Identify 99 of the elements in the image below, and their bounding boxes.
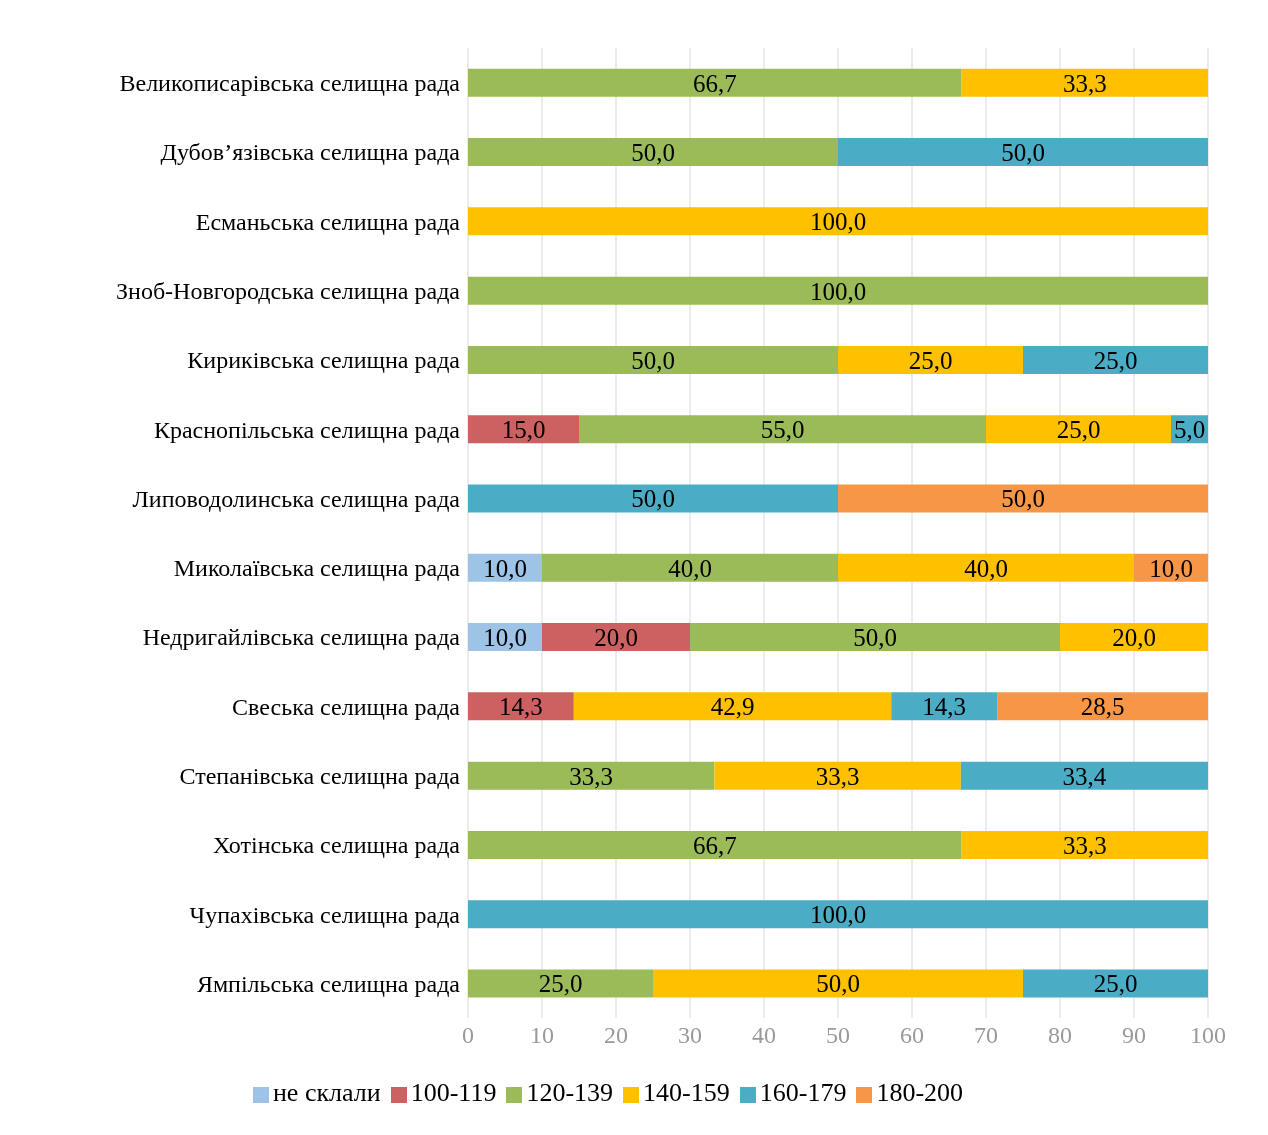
bar — [542, 623, 690, 652]
x-tick-label: 60 — [900, 1022, 924, 1049]
data-label: 66,7 — [692, 831, 737, 859]
bar — [986, 415, 1171, 444]
data-label: 33,3 — [1062, 69, 1107, 97]
bar — [838, 484, 1208, 513]
y-tick-label: Великописарівська селищна рада — [119, 70, 461, 97]
data-label: 20,0 — [1112, 623, 1156, 651]
y-tick-label: Ямпільська селищна рада — [196, 970, 461, 997]
data-label: 33,4 — [1062, 762, 1107, 790]
bar — [468, 761, 715, 790]
data-label: 33,3 — [815, 762, 860, 790]
bar — [468, 207, 1208, 236]
bar — [891, 692, 998, 721]
y-tick-label: Недригайлівська селищна рада — [142, 624, 461, 651]
data-label: 5,0 — [1173, 416, 1206, 444]
data-label: 25,0 — [538, 970, 583, 998]
x-tick-label: 30 — [678, 1022, 702, 1049]
bar — [838, 138, 1208, 167]
bar — [468, 68, 962, 97]
x-tick-label: 50 — [826, 1022, 850, 1049]
data-label: 50,0 — [1001, 485, 1045, 513]
legend-label: 120-139 — [526, 1078, 614, 1107]
legend-label: 180-200 — [876, 1078, 964, 1107]
bar — [838, 345, 1023, 374]
x-tick-label: 80 — [1048, 1022, 1072, 1049]
x-tick-label: 40 — [752, 1022, 776, 1049]
data-label: 100,0 — [809, 901, 867, 929]
y-tick-label: Краснопільська селищна рада — [153, 416, 461, 443]
bar — [468, 345, 838, 374]
data-label: 50,0 — [631, 485, 675, 513]
data-label: 50,0 — [1001, 138, 1045, 166]
data-label: 25,0 — [1093, 346, 1138, 374]
data-label: 33,3 — [1062, 831, 1107, 859]
data-label: 25,0 — [1093, 970, 1138, 998]
bar — [653, 969, 1023, 998]
bar — [579, 415, 986, 444]
y-tick-label: Кириківська селищна рада — [187, 347, 461, 374]
data-label: 25,0 — [908, 346, 953, 374]
bar — [468, 276, 1208, 305]
data-label: 15,0 — [501, 416, 546, 444]
bar — [573, 692, 892, 721]
bar — [468, 415, 579, 444]
bar — [468, 900, 1208, 929]
x-tick-label: 70 — [974, 1022, 998, 1049]
y-tick-label: Липоводолинська селищна рада — [132, 485, 461, 512]
bar — [1023, 345, 1208, 374]
data-label: 55,0 — [760, 416, 805, 444]
y-tick-label: Чупахівська селищна рада — [189, 901, 461, 928]
bar — [468, 969, 653, 998]
y-tick-label: Есманьська селищна рада — [195, 208, 461, 235]
x-tick-label: 90 — [1122, 1022, 1146, 1049]
y-tick-label: Зноб-Новгородська селищна рада — [116, 278, 461, 305]
y-tick-label: Свеська селищна рада — [232, 693, 461, 720]
data-label: 10,0 — [1149, 554, 1193, 582]
x-tick-label: 10 — [530, 1022, 554, 1049]
bar — [997, 692, 1208, 721]
bar — [468, 138, 838, 167]
data-label: 40,0 — [668, 554, 712, 582]
data-label: 66,7 — [692, 69, 737, 97]
bar — [714, 761, 961, 790]
data-label: 28,5 — [1080, 693, 1125, 721]
data-label: 33,3 — [569, 762, 614, 790]
data-label: 100,0 — [809, 208, 867, 236]
data-label: 10,0 — [483, 554, 527, 582]
bar — [468, 692, 574, 721]
data-label: 50,0 — [631, 346, 675, 374]
y-tick-label: Степанівська селищна рада — [179, 763, 461, 790]
x-tick-label: 100 — [1190, 1022, 1226, 1049]
data-label: 50,0 — [853, 623, 897, 651]
data-label: 40,0 — [964, 554, 1008, 582]
data-label: 100,0 — [809, 277, 867, 305]
data-label: 10,0 — [483, 623, 527, 651]
data-label: 20,0 — [594, 623, 638, 651]
bar — [960, 761, 1208, 790]
bar — [961, 68, 1208, 97]
legend-label: не склали — [272, 1078, 381, 1107]
data-label: 50,0 — [816, 970, 860, 998]
x-tick-label: 20 — [604, 1022, 628, 1049]
data-label: 14,3 — [499, 693, 543, 721]
bar — [542, 553, 838, 582]
bar — [961, 830, 1208, 859]
bar — [1060, 623, 1208, 652]
y-tick-label: Дубов’язівська селищна рада — [160, 139, 461, 166]
data-label: 14,3 — [922, 693, 967, 721]
legend-label: 140-159 — [643, 1078, 730, 1107]
bar — [468, 484, 838, 513]
bar — [468, 830, 962, 859]
data-label: 42,9 — [710, 693, 755, 721]
y-tick-label: Миколаївська селищна рада — [173, 555, 461, 582]
legend-label: 100-119 — [410, 1078, 497, 1107]
x-tick-label: 0 — [462, 1022, 474, 1049]
data-label: 50,0 — [631, 138, 675, 166]
legend-label: 160-179 — [759, 1078, 847, 1107]
bar — [690, 623, 1060, 652]
bar — [838, 553, 1134, 582]
bar — [1023, 969, 1208, 998]
data-label: 25,0 — [1056, 416, 1101, 444]
y-tick-label: Хотінська селищна рада — [213, 832, 461, 859]
